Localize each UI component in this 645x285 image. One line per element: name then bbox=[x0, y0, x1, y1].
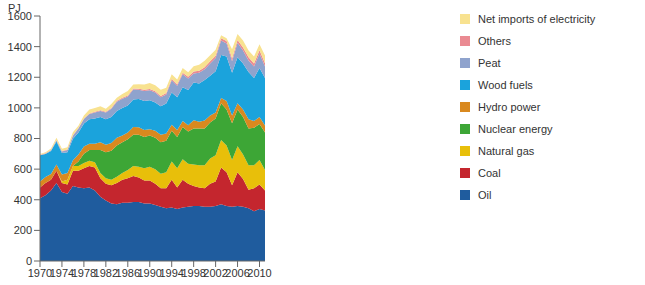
svg-text:1400: 1400 bbox=[8, 41, 32, 53]
svg-text:1978: 1978 bbox=[72, 267, 96, 279]
svg-text:200: 200 bbox=[14, 224, 32, 236]
svg-text:1982: 1982 bbox=[94, 267, 118, 279]
svg-text:800: 800 bbox=[14, 132, 32, 144]
svg-text:2006: 2006 bbox=[225, 267, 249, 279]
svg-text:0: 0 bbox=[26, 255, 32, 267]
svg-text:2002: 2002 bbox=[203, 267, 227, 279]
svg-text:1200: 1200 bbox=[8, 71, 32, 83]
svg-text:1600: 1600 bbox=[8, 10, 32, 22]
svg-text:1990: 1990 bbox=[138, 267, 162, 279]
svg-text:1974: 1974 bbox=[50, 267, 74, 279]
svg-text:1970: 1970 bbox=[28, 267, 52, 279]
svg-text:600: 600 bbox=[14, 163, 32, 175]
svg-text:1000: 1000 bbox=[8, 102, 32, 114]
svg-text:400: 400 bbox=[14, 194, 32, 206]
svg-text:1986: 1986 bbox=[116, 267, 140, 279]
svg-text:2010: 2010 bbox=[247, 267, 271, 279]
svg-text:1994: 1994 bbox=[159, 267, 183, 279]
svg-text:1998: 1998 bbox=[181, 267, 205, 279]
